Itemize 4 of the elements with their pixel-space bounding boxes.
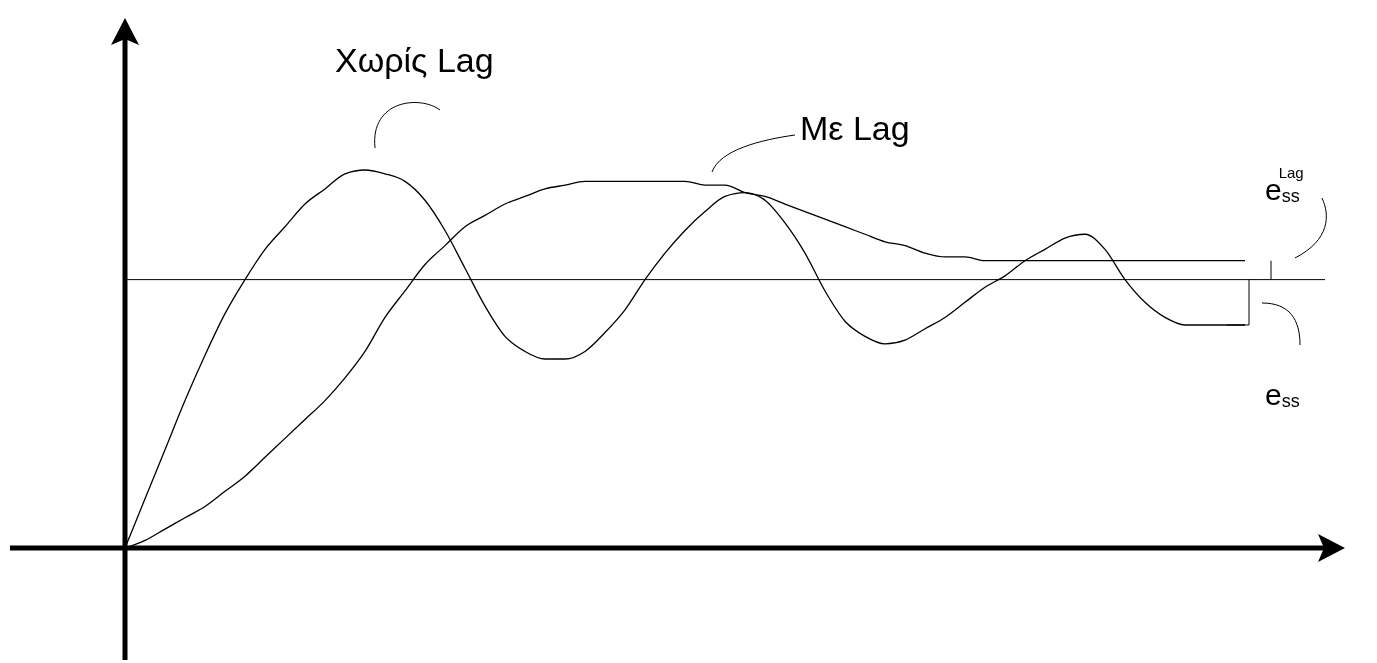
text: e$_{ss}$Lag bbox=[1265, 163, 1304, 206]
text: e$_{ss}$ bbox=[1265, 378, 1300, 411]
text: Χωρίς Lag bbox=[335, 41, 494, 79]
series-label: Με Lag bbox=[800, 109, 910, 147]
